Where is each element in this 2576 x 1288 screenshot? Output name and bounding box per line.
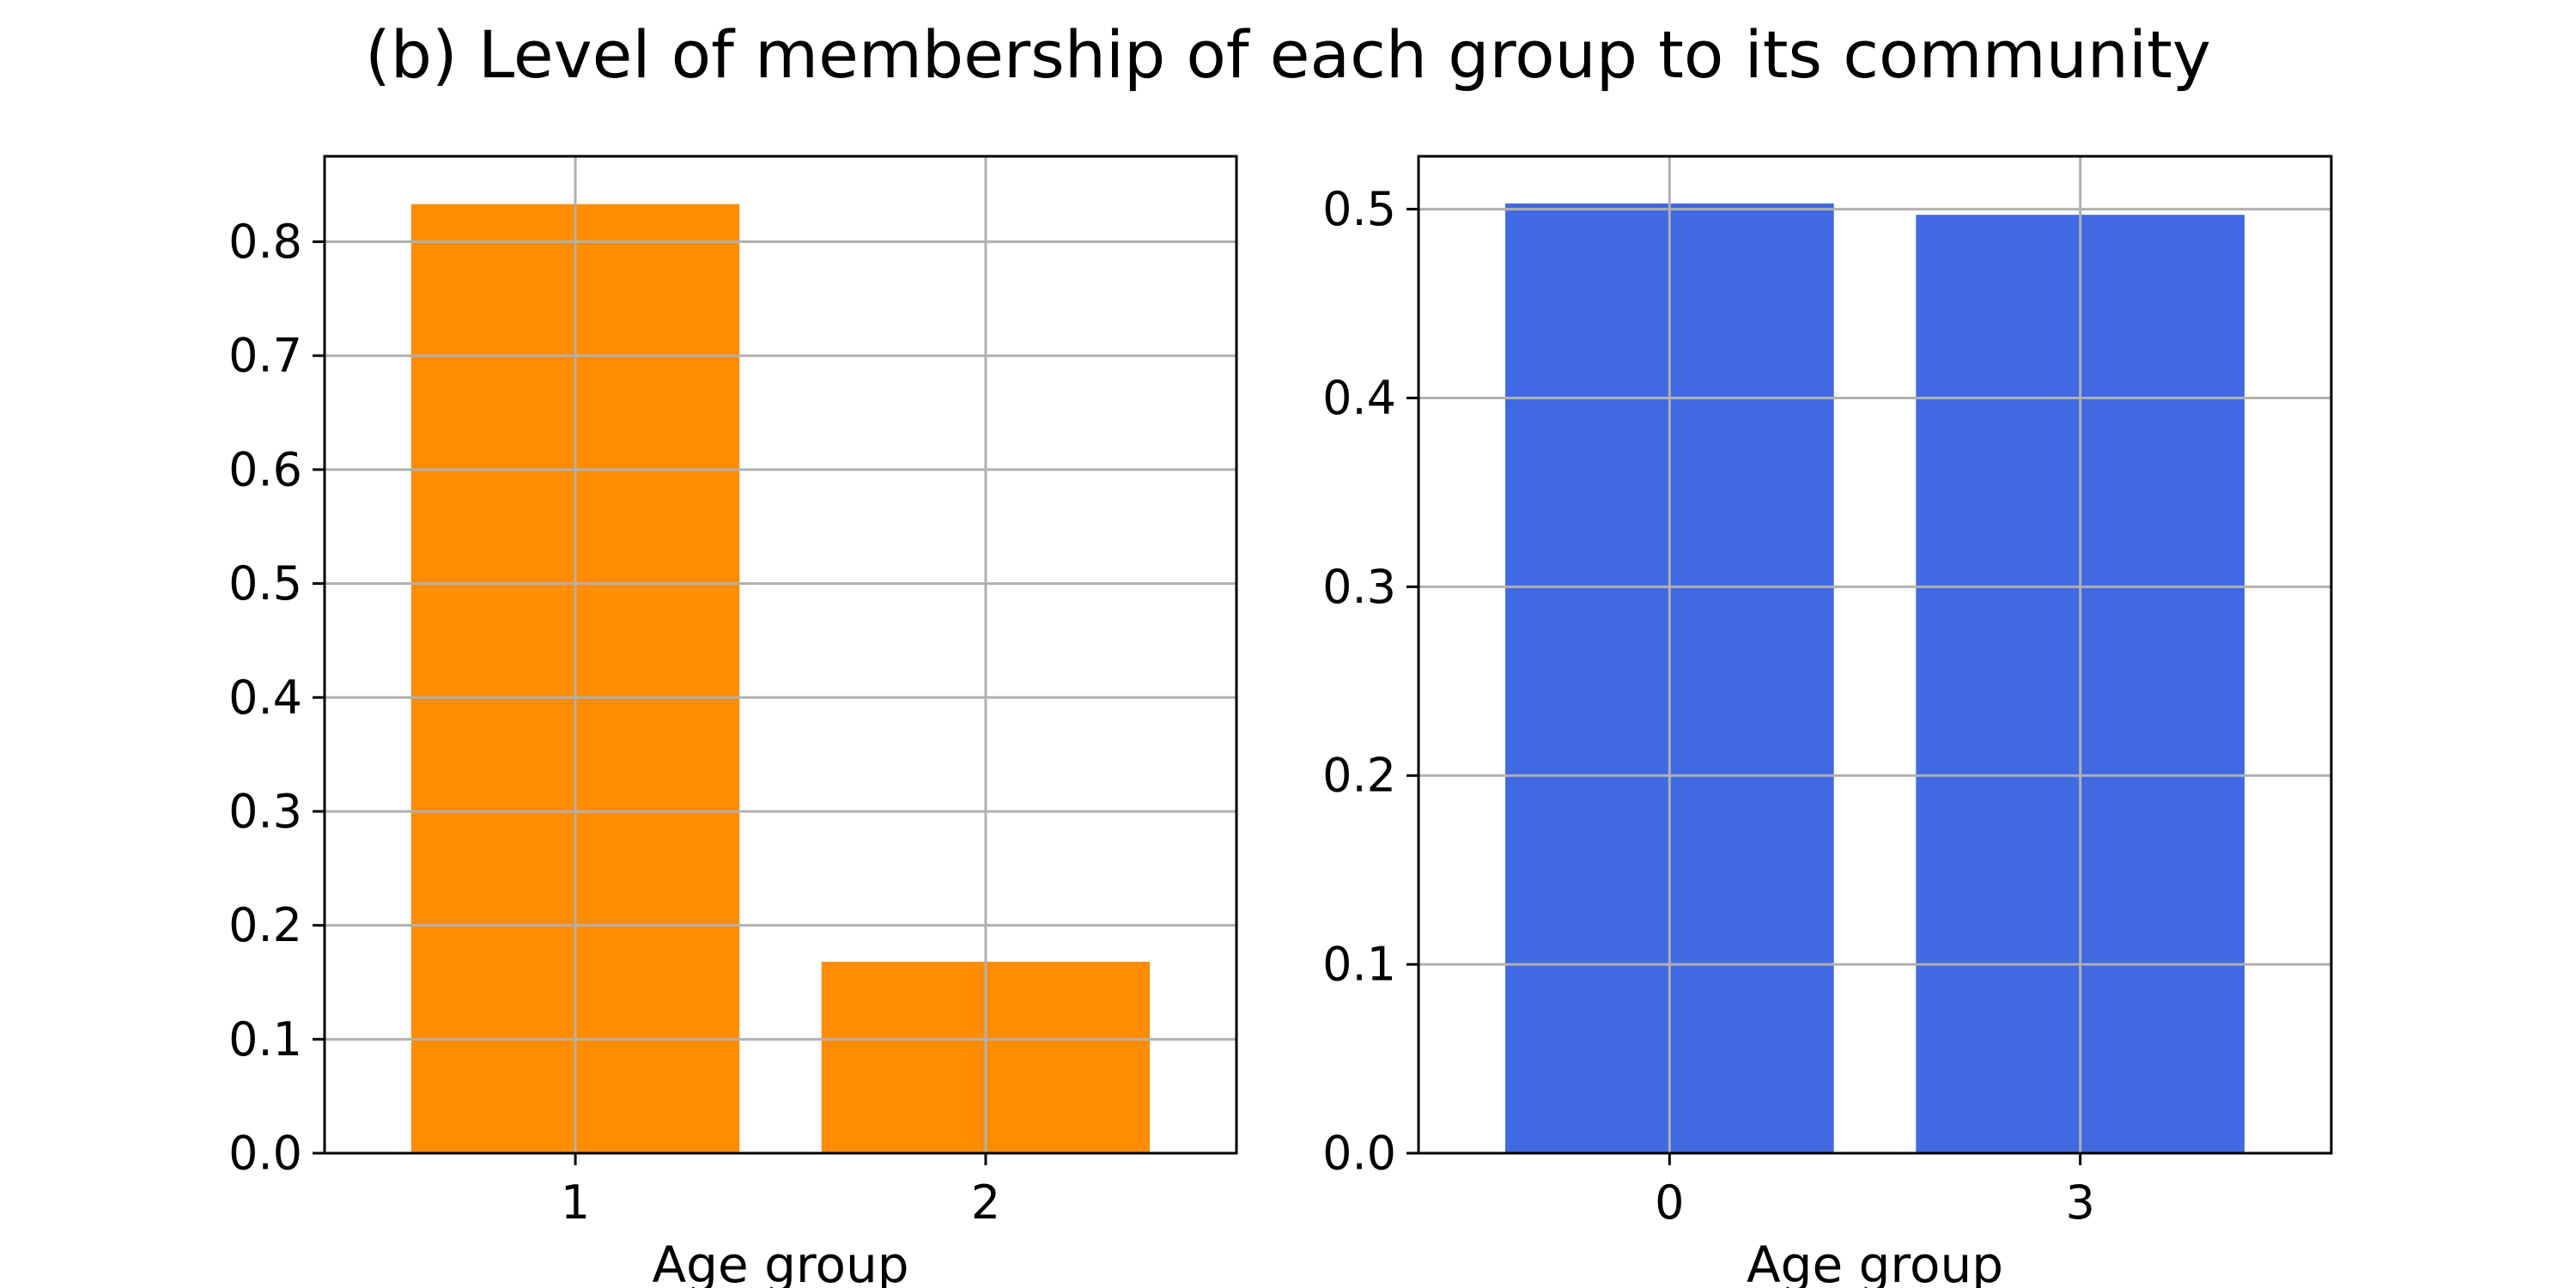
y-tick-label: 0.5 (1322, 182, 1396, 236)
y-tick-label: 0.2 (228, 898, 302, 952)
plot-frame (1417, 155, 2333, 1155)
y-tick-label: 0.1 (228, 1012, 302, 1066)
figure-title: (b) Level of membership of each group to… (365, 16, 2211, 93)
y-tick-label: 0.5 (228, 556, 302, 611)
chart-panel-2: 0.0 0.1 0.2 0.3 0.4 0.5 0 3 Age group (1322, 155, 2333, 1288)
y-tick-label: 0.7 (228, 329, 302, 383)
y-tick-label: 0.6 (228, 442, 302, 496)
x-tick-label: 1 (561, 1176, 590, 1230)
y-tick-label: 0.2 (1322, 749, 1396, 803)
y-tick-label: 0.3 (1322, 560, 1396, 614)
x-axis-label: Age group (652, 1236, 908, 1288)
x-tick-label: 2 (971, 1176, 1000, 1230)
y-tick-label: 0.0 (1322, 1127, 1396, 1181)
plot-frame (323, 155, 1238, 1155)
y-tick-label: 0.0 (228, 1127, 302, 1181)
x-tick-label: 0 (1655, 1176, 1684, 1230)
chart-panel-1: 0.0 0.1 0.2 0.3 0.4 0.5 0.6 0.7 0.8 1 2 Age group (228, 155, 1238, 1288)
y-tick-label: 0.4 (228, 671, 302, 725)
y-tick-label: 0.1 (1322, 938, 1396, 992)
x-tick-label: 3 (2065, 1176, 2094, 1230)
y-tick-label: 0.4 (1322, 371, 1396, 425)
x-axis-label: Age group (1747, 1236, 2003, 1288)
y-tick-label: 0.3 (228, 784, 302, 838)
y-tick-label: 0.8 (228, 215, 302, 269)
